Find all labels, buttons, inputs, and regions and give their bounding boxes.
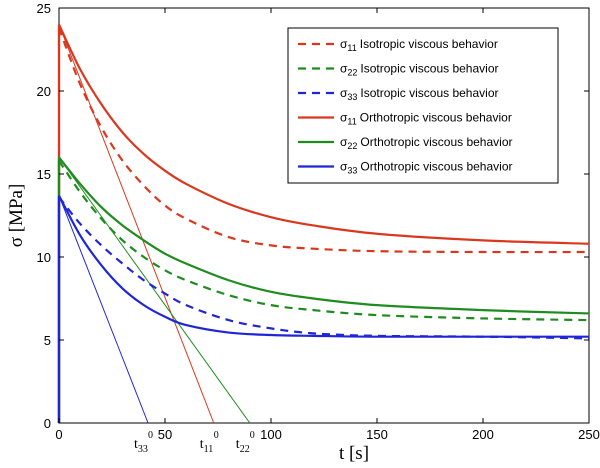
legend-entry-5: σ33 Orthotropic viscous behavior <box>340 160 513 176</box>
y-tick-label-0: 0 <box>44 416 51 431</box>
x-tick-label-4: 200 <box>472 427 494 442</box>
legend-subscript: 33 <box>347 92 357 102</box>
legend-subscript: 11 <box>347 117 356 127</box>
time-annotation-main: t <box>134 437 138 452</box>
legend-entry-3: σ11 Orthotropic viscous behavior <box>340 111 512 127</box>
y-tick-label-1: 5 <box>44 333 51 348</box>
time-annotation-sup: 0 <box>250 430 255 441</box>
legend-description: Isotropic viscous behavior <box>360 62 498 76</box>
legend-entry-0: σ11 Isotropic viscous behavior <box>340 37 498 53</box>
x-tick-label-2: 100 <box>260 427 282 442</box>
y-tick-label-4: 20 <box>37 84 51 99</box>
legend-subscript: 22 <box>347 68 357 78</box>
legend-subscript: 22 <box>347 141 357 151</box>
series-line-3 <box>58 24 590 245</box>
legend-box <box>287 27 559 184</box>
time-annotation-main: t <box>236 437 240 452</box>
tangent-lines <box>58 24 251 424</box>
time-annotation-1: t110 <box>200 430 219 455</box>
legend-entry-4: σ22 Orthotropic viscous behavior <box>340 135 513 151</box>
series-lines <box>57 24 590 423</box>
legend-symbol: σ <box>340 37 348 51</box>
time-annotation-sub: 11 <box>204 444 214 455</box>
legend-subscript: 11 <box>347 43 356 53</box>
y-axis-ticks: 0 5 10 15 20 25 <box>37 1 589 431</box>
legend-description: Orthotropic viscous behavior <box>360 111 512 125</box>
legend-symbol: σ <box>340 160 348 174</box>
tangent-line-1 <box>58 157 251 424</box>
legend-description: Orthotropic viscous behavior <box>360 135 512 149</box>
legend-entry-2: σ33 Isotropic viscous behavior <box>340 86 499 102</box>
x-tick-label-1: 50 <box>158 427 172 442</box>
legend-symbol: σ <box>340 111 348 125</box>
legend-symbol: σ <box>340 62 348 76</box>
legend-symbol: σ <box>340 135 348 149</box>
series-line-5 <box>58 195 589 338</box>
series-line-4 <box>58 156 590 315</box>
time-annotation-0: t330 <box>134 430 153 455</box>
tangent-line-0 <box>58 24 215 424</box>
x-tick-label-5: 250 <box>578 427 600 442</box>
series-line-1 <box>58 160 590 322</box>
x-axis-label: t [s] <box>339 443 369 464</box>
time-annotation-sub: 33 <box>138 444 148 455</box>
x-axis-ticks: 0 50 100 150 200 250 <box>55 8 600 442</box>
legend-symbol: σ <box>340 86 348 100</box>
time-annotation-2: t220 <box>236 430 255 455</box>
legend-description: Orthotropic viscous behavior <box>360 160 512 174</box>
tangent-line-2 <box>58 195 149 424</box>
y-axis-label: σ [MPa] <box>6 184 27 248</box>
time-annotation-sup: 0 <box>148 430 153 441</box>
x-tick-label-3: 150 <box>366 427 388 442</box>
legend-description: Isotropic viscous behavior <box>360 86 498 100</box>
time-annotation-main: t <box>200 437 204 452</box>
x-tick-label-0: 0 <box>55 427 62 442</box>
legend-description: Isotropic viscous behavior <box>360 37 498 51</box>
time-annotation-sup: 0 <box>214 430 219 441</box>
series-line-0 <box>57 27 590 254</box>
y-tick-label-3: 15 <box>37 167 51 182</box>
y-tick-label-2: 10 <box>37 250 51 265</box>
y-tick-label-5: 25 <box>37 1 51 16</box>
legend-entry-1: σ22 Isotropic viscous behavior <box>340 62 499 78</box>
legend-subscript: 33 <box>347 166 357 176</box>
time-annotation-sub: 22 <box>240 444 250 455</box>
